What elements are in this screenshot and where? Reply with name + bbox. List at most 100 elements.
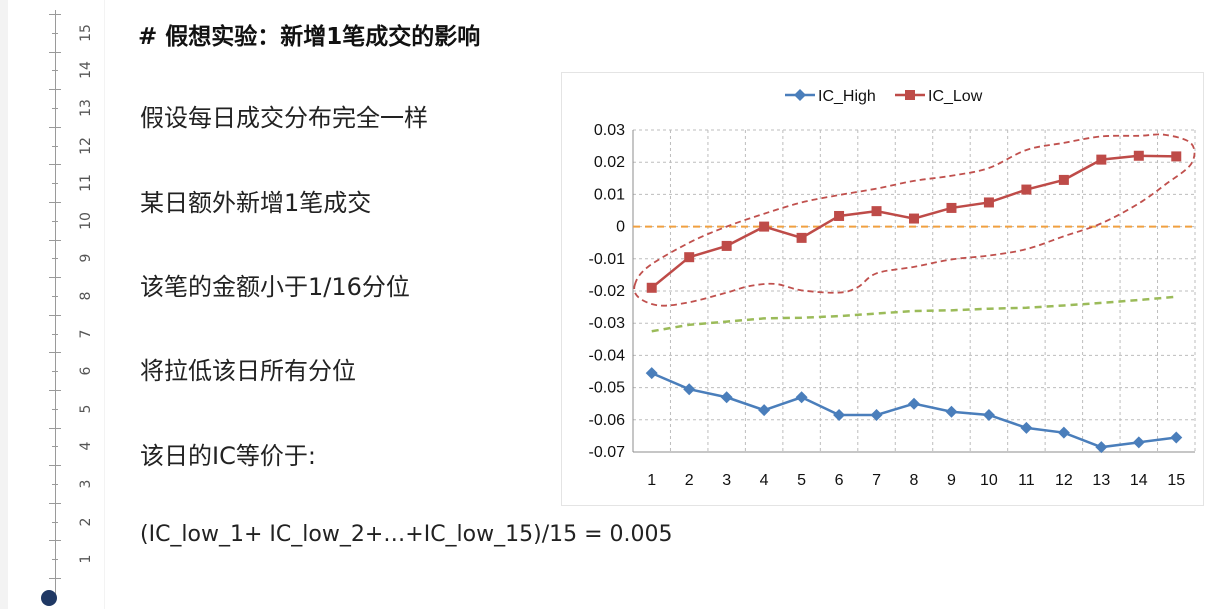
ruler-minor-tick: [52, 559, 58, 561]
x-tick-label: 1: [647, 472, 656, 489]
ruler-tick: [49, 502, 61, 504]
x-tick-label: 10: [980, 472, 998, 489]
ruler-tick: [49, 277, 61, 279]
ruler-tick: [49, 164, 61, 166]
ruler-minor-tick: [52, 333, 58, 335]
data-point-IC_Low: [759, 221, 770, 232]
data-point-IC_Low: [1096, 154, 1107, 165]
ruler-minor-tick: [52, 521, 58, 523]
data-point-IC_High: [1020, 421, 1033, 434]
data-point-IC_Low: [983, 197, 994, 208]
ruler-handle-icon[interactable]: [41, 590, 57, 606]
x-tick-label: 3: [722, 472, 731, 489]
ruler-number: 6: [78, 366, 94, 376]
bullet-line-1: 假设每日成交分布完全一样: [140, 104, 428, 132]
y-tick-label: -0.05: [589, 380, 626, 397]
ruler-minor-tick: [52, 258, 58, 260]
ruler-tick: [49, 14, 61, 15]
data-point-IC_Low: [796, 232, 807, 243]
y-tick-label: 0.03: [594, 122, 625, 139]
data-point-IC_High: [945, 405, 958, 418]
y-tick-label: -0.03: [589, 315, 626, 332]
y-tick-label: -0.04: [589, 347, 626, 364]
ruler-number: 1: [78, 554, 94, 564]
data-point-IC_High: [870, 408, 883, 421]
ruler-number: 7: [78, 329, 94, 339]
ruler-number: 2: [78, 517, 94, 527]
data-point-IC_High: [833, 408, 846, 421]
ruler-number: 8: [78, 291, 94, 301]
bullet-line-4: 将拉低该日所有分位: [140, 357, 356, 385]
legend-label-IC_Low: IC_Low: [928, 88, 983, 105]
x-tick-label: 2: [685, 472, 694, 489]
ruler-tick: [49, 239, 61, 241]
x-tick-label: 8: [910, 472, 919, 489]
y-tick-label: -0.07: [589, 444, 626, 461]
x-tick-label: 13: [1092, 472, 1110, 489]
x-tick-label: 11: [1018, 472, 1035, 489]
data-point-IC_Low: [834, 210, 845, 221]
annotation-envelope: [633, 133, 1196, 307]
x-tick-label: 12: [1055, 472, 1073, 489]
ic-line-chart: 0.03 0.02 0.01 0 -0.01 -0.02 -0.03 -0.04 -0.05 -0…: [561, 72, 1204, 506]
ruler-tick: [49, 352, 61, 354]
data-point-IC_Low: [1058, 174, 1069, 185]
ruler-minor-tick: [52, 296, 58, 297]
ruler-line: [55, 10, 56, 595]
ruler-tick: [49, 51, 61, 53]
legend-marker-IC_High: [794, 89, 806, 101]
ruler-tick: [49, 314, 61, 316]
ruler-minor-tick: [52, 446, 58, 448]
data-point-IC_High: [758, 404, 771, 417]
y-tick-label: 0.01: [594, 186, 625, 203]
ruler-number: 13: [78, 99, 94, 117]
ruler-minor-tick: [52, 183, 58, 185]
series-line-IC_High: [651, 371, 1177, 449]
ruler-number: 9: [78, 253, 94, 263]
x-tick-label: 14: [1130, 472, 1148, 489]
ruler-minor-tick: [52, 145, 58, 147]
y-tick-label: -0.02: [589, 283, 626, 300]
data-point-IC_Low: [946, 202, 957, 213]
bullet-line-2: 某日额外新增1笔成交: [140, 189, 372, 217]
data-point-IC_High: [1170, 431, 1183, 444]
data-point-IC_Low: [871, 206, 882, 217]
ruler-tick: [49, 578, 61, 579]
data-point-IC_High: [720, 391, 733, 404]
ruler-number: 3: [78, 479, 94, 489]
ruler-minor-tick: [52, 408, 58, 410]
ruler-minor-tick: [52, 220, 58, 222]
vertical-ruler[interactable]: 15 14 13 12 11 10 9 8 7 6 5 4 3 2 1: [8, 0, 104, 609]
trend-reference-line: [651, 295, 1177, 333]
data-point-IC_High: [795, 391, 808, 404]
data-point-IC_Low: [1133, 150, 1144, 161]
data-point-IC_Low: [684, 252, 695, 263]
ruler-tick: [49, 390, 61, 391]
ruler-tick: [49, 427, 61, 429]
bullet-line-5: 该日的IC等价于:: [140, 442, 316, 470]
ruler-tick: [49, 89, 61, 91]
ruler-number: 12: [78, 136, 94, 155]
data-point-IC_High: [1095, 441, 1108, 454]
data-point-IC_Low: [646, 282, 657, 293]
ruler-tick: [49, 202, 61, 203]
x-tick-label: 4: [760, 472, 769, 489]
page-title: # 假想实验：新增1笔成交的影响: [138, 24, 481, 50]
data-point-IC_High: [1132, 436, 1145, 449]
x-tick-label: 5: [797, 472, 806, 489]
data-point-IC_High: [1057, 426, 1070, 439]
ruler-minor-tick: [52, 32, 58, 34]
ruler-number: 15: [78, 23, 94, 42]
ruler-number: 10: [78, 211, 94, 230]
legend-marker-IC_Low: [905, 90, 915, 100]
x-tick-label: 6: [835, 472, 844, 489]
ruler-tick: [49, 126, 61, 128]
legend-label-IC_High: IC_High: [818, 88, 876, 105]
formula-text: (IC_low_1+ IC_low_2+…+IC_low_15)/15 = 0.…: [140, 522, 673, 547]
data-point-IC_Low: [1171, 151, 1182, 162]
data-point-IC_High: [683, 383, 696, 396]
y-tick-label: -0.01: [589, 251, 626, 268]
ruler-minor-tick: [52, 371, 58, 373]
ruler-minor-tick: [52, 484, 58, 485]
data-point-IC_High: [982, 408, 995, 421]
